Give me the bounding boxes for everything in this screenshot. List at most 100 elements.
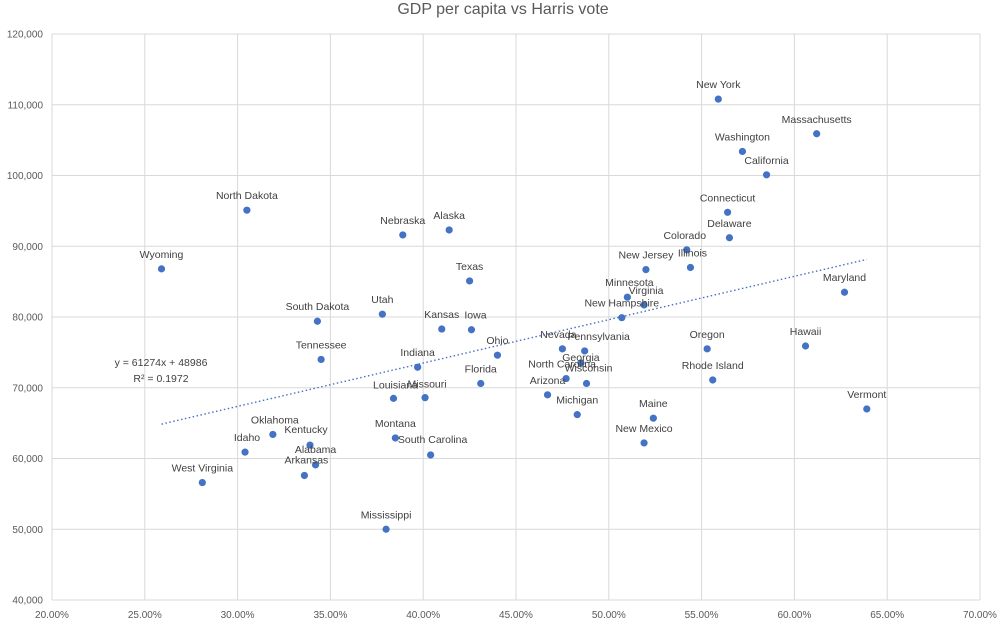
x-tick-label: 55.00% [685,610,719,621]
data-point [313,317,322,325]
point-label: Washington [715,131,770,143]
data-point [269,430,277,439]
point-label: Minnesota [605,277,654,289]
x-tick-label: 45.00% [499,610,533,621]
data-point [389,394,398,402]
point-label: New Hampshire [584,298,659,310]
data-point [558,345,567,353]
trendline-group [161,258,867,425]
trendline-r-squared: R² = 0.1972 [133,373,188,385]
data-point [477,379,485,388]
gridlines [51,33,981,601]
point-label: North Carolina [528,359,596,371]
data-point [378,310,386,318]
data-point [618,314,626,322]
x-tick-label: 25.00% [128,610,162,621]
y-tick-label: 110,000 [8,100,44,111]
y-tick-label: 80,000 [12,313,43,324]
data-point [801,342,810,350]
point-label: Maryland [823,272,866,284]
data-point [243,206,251,214]
point-label: Maine [639,398,668,410]
data-point [306,441,314,449]
point-label: Alaska [433,210,465,222]
data-point [467,326,476,334]
point-label: Florida [465,364,497,376]
point-label: Indiana [400,347,435,359]
trendline-equation: y = 61274x + 48986 [115,357,208,369]
point-label: Colorado [663,230,706,242]
data-point [703,345,711,353]
data-point [543,391,552,399]
point-label: Michigan [556,395,598,407]
point-label: Nevada [540,329,576,341]
data-point [813,130,821,138]
x-tick-label: 40.00% [406,610,440,621]
point-label: North Dakota [216,190,278,202]
data-point [725,234,734,242]
point-label: Kentucky [284,424,328,436]
point-label: Kansas [424,309,459,321]
point-label: California [744,155,789,167]
data-point [642,265,650,274]
data-point [157,265,166,273]
y-tick-label: 70,000 [12,383,43,394]
point-label: Montana [375,418,416,430]
data-point [414,363,422,371]
data-points [157,95,871,533]
point-label: New York [696,79,741,91]
x-tick-label: 70.00% [963,610,997,621]
data-point [863,405,871,413]
point-label: Hawaii [790,326,822,338]
point-labels: New York Massachusetts Washington Californi… [140,79,887,521]
point-label: Arkansas [285,454,329,466]
y-tick-label: 50,000 [12,525,43,536]
data-point [581,347,589,355]
point-label: Wisconsin [565,363,613,375]
point-label: Massachusetts [782,114,852,126]
data-point [399,231,407,239]
data-point [714,95,722,103]
point-label: Texas [456,261,483,273]
data-point [709,376,717,384]
data-point [649,414,657,422]
data-point [421,394,429,402]
data-point [573,411,581,419]
point-label: New Mexico [615,423,672,435]
data-point [562,374,570,383]
y-tick-label: 100,000 [7,171,44,182]
y-tick-label: 120,000 [7,30,44,41]
point-label: Utah [371,294,393,306]
y-tick-label: 90,000 [12,242,43,253]
point-label: Georgia [562,352,600,364]
point-label: South Dakota [286,301,350,313]
point-label: New Jersey [618,250,674,262]
point-label: South Carolina [398,434,468,446]
y-tick-label: 60,000 [12,454,43,465]
x-tick-label: 60.00% [777,610,811,621]
data-point [438,325,446,333]
point-label: Arizona [530,375,566,387]
data-point [311,461,320,469]
data-point [198,478,206,487]
data-point [623,293,631,301]
point-label: Louisiana [373,379,418,391]
data-point [445,226,453,234]
data-point [686,263,695,272]
data-point [640,301,648,309]
data-point [582,379,591,388]
data-point [317,355,325,364]
data-point [577,359,585,367]
trendline [161,258,867,425]
y-tick-label: 40,000 [12,596,43,607]
x-tick-label: 50.00% [592,610,626,621]
point-label: Oregon [690,329,725,341]
data-point [738,147,747,156]
point-label: Missouri [408,379,447,391]
data-point [300,471,309,480]
data-point [382,525,390,533]
point-label: Ohio [486,335,508,347]
data-point [723,208,732,216]
data-point [640,439,648,447]
